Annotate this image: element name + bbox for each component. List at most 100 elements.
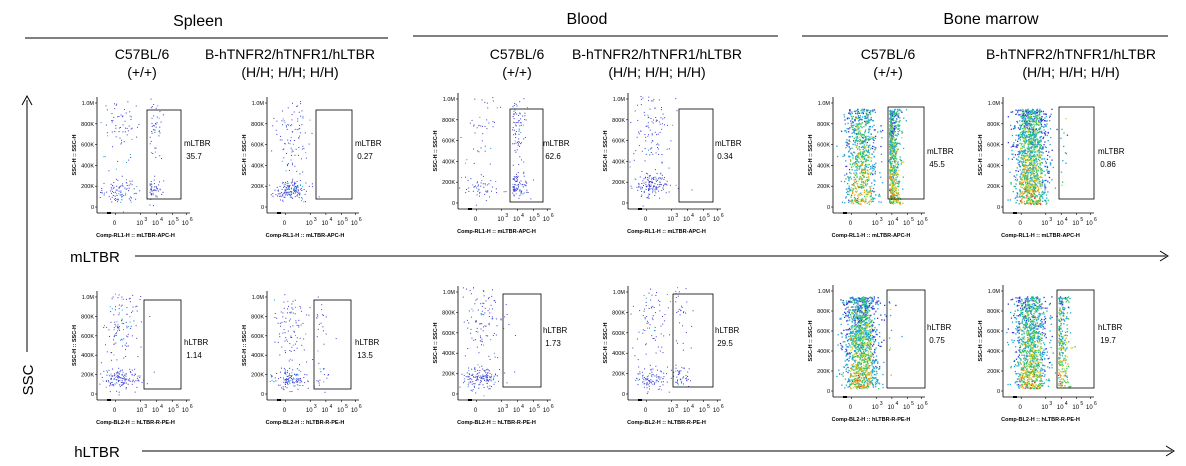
event-dot <box>299 385 301 387</box>
event-dot <box>1035 171 1037 173</box>
y-tick-label: 0 <box>997 205 1000 211</box>
event-dot <box>519 181 521 183</box>
event-dot <box>893 196 895 198</box>
y-tick-label: 1.0M <box>443 290 456 296</box>
event-dot <box>118 294 120 296</box>
event-dot <box>1035 134 1038 136</box>
event-dot <box>1021 155 1023 157</box>
x-tick-label: 10 <box>1086 221 1093 227</box>
event-dot <box>117 324 119 326</box>
event-dot <box>1046 165 1049 168</box>
event-dot <box>863 144 865 146</box>
event-dot <box>110 373 112 375</box>
event-dot <box>682 342 684 344</box>
event-dot <box>1025 130 1027 133</box>
gate-percent: 62.6 <box>545 152 561 161</box>
event-dot <box>283 381 285 383</box>
x-tick-exponent: 5 <box>176 217 179 223</box>
x-tick-exponent: 4 <box>1065 217 1068 223</box>
event-dot <box>1039 156 1042 159</box>
event-dot <box>108 381 110 383</box>
event-dot <box>863 185 865 187</box>
event-dot <box>854 132 856 135</box>
event-dot <box>121 139 123 141</box>
event-dot <box>638 186 640 188</box>
event-dot <box>856 201 858 204</box>
event-dot <box>857 125 860 127</box>
event-dot <box>1023 154 1026 157</box>
event-dot <box>844 174 846 176</box>
event-dot <box>286 312 288 314</box>
event-dot <box>468 190 470 192</box>
event-dot <box>867 170 869 172</box>
event-dot <box>897 167 899 169</box>
event-dot <box>893 113 895 116</box>
gate-percent: 1.73 <box>545 339 561 348</box>
event-dot <box>150 193 152 195</box>
event-dot <box>516 176 518 178</box>
event-dot <box>117 374 119 376</box>
x-tick-exponent: 3 <box>675 404 678 410</box>
event-dot <box>470 389 472 391</box>
event-dot <box>895 195 898 197</box>
y-tick-label: 0 <box>261 392 264 398</box>
event-dot <box>871 164 874 166</box>
event-dot <box>474 132 476 134</box>
event-dot <box>1027 154 1029 157</box>
event-dot <box>873 179 875 181</box>
origin-marker <box>277 212 281 214</box>
event-dot <box>154 175 156 177</box>
event-dot <box>868 139 870 141</box>
event-dot <box>1024 190 1026 193</box>
event-dot <box>128 125 130 127</box>
event-dot <box>473 125 475 127</box>
event-dot <box>661 177 663 179</box>
event-dot <box>493 332 495 334</box>
event-dot <box>858 133 860 136</box>
event-dot <box>289 197 291 199</box>
event-dot <box>323 381 325 383</box>
event-dot <box>652 176 654 178</box>
y-tick-label: 800K <box>81 314 94 320</box>
event-dot <box>295 148 297 150</box>
event-dot <box>652 100 654 102</box>
event-dot <box>477 364 479 366</box>
event-dot <box>1027 136 1029 138</box>
event-dot <box>290 380 292 382</box>
event-dot <box>119 194 121 196</box>
event-dot <box>648 127 650 129</box>
event-dot <box>857 164 859 167</box>
event-dot <box>1023 167 1025 169</box>
event-dot <box>481 341 483 343</box>
event-dot <box>863 155 865 158</box>
event-dot <box>276 120 278 122</box>
event-dot <box>1025 189 1027 191</box>
event-dot <box>470 381 472 383</box>
event-dot <box>283 379 285 381</box>
event-dot <box>518 128 520 130</box>
event-dot <box>677 374 679 376</box>
event-dot <box>865 158 867 160</box>
event-dot <box>484 375 486 377</box>
event-dot <box>471 308 473 310</box>
event-dot <box>462 296 464 298</box>
event-dot <box>865 149 867 151</box>
event-dot <box>163 180 165 182</box>
event-dot <box>113 192 115 194</box>
event-dot <box>157 190 159 192</box>
event-dot <box>481 140 483 142</box>
x-tick-label: 10 <box>168 408 175 414</box>
event-dot <box>889 133 891 135</box>
event-dot <box>124 120 126 122</box>
event-dot <box>318 196 320 198</box>
event-dot <box>124 373 126 375</box>
event-dot <box>1019 147 1022 149</box>
event-dot <box>869 200 871 202</box>
event-dot <box>125 387 127 389</box>
event-dot <box>866 202 868 204</box>
event-dot <box>861 140 863 142</box>
event-dot <box>113 354 115 356</box>
event-dot <box>900 159 902 162</box>
event-dot <box>845 141 847 143</box>
x-tick-label: 10 <box>136 408 143 414</box>
